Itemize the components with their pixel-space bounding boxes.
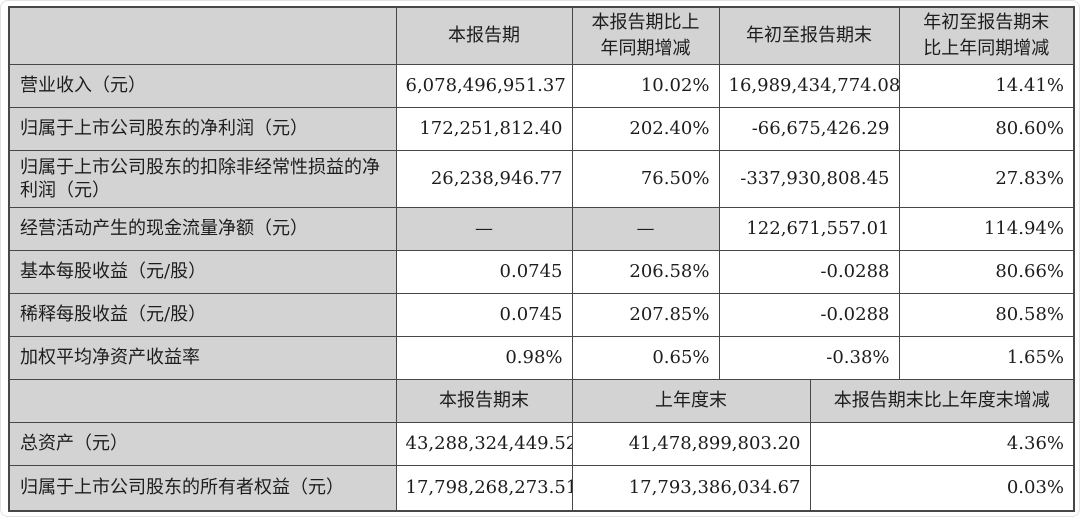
cell-current-period-change: 10.02% [571,64,720,109]
cell-ytd-change: 80.66% [898,250,1075,295]
col-header-current-period: 本报告期 [395,6,573,66]
cell-current-period: 0.98% [395,336,573,381]
table-row-basic-eps: 基本每股收益（元/股） 0.0745 206.58% -0.0288 80.66… [8,250,1075,295]
cell-current-period-change: 76.50% [571,150,720,209]
table-row-revenue: 营业收入（元） 6,078,496,951.37 10.02% 16,989,4… [8,64,1075,109]
cell-prev-year-end: 41,478,899,803.20 [571,422,811,467]
row-label: 归属于上市公司股东的净利润（元） [8,107,397,152]
row-label: 营业收入（元） [8,64,397,109]
table-row-net-profit: 归属于上市公司股东的净利润（元） 172,251,812.40 202.40% … [8,107,1075,152]
financial-summary-table: 本报告期 本报告期比上 年同期增减 年初至报告期末 年初至报告期末 比上年同期增… [8,6,1075,512]
row-label: 加权平均净资产收益率 [8,336,397,381]
dash-cell-current-period: — [395,207,573,252]
table-row-shareholders-equity: 归属于上市公司股东的所有者权益（元） 17,798,268,273.51 17,… [8,465,1075,512]
row-label: 归属于上市公司股东的所有者权益（元） [8,465,397,512]
row-label: 经营活动产生的现金流量净额（元） [8,207,397,252]
cell-current-period-change: 0.65% [571,336,720,381]
cell-current-period-change: 202.40% [571,107,720,152]
table-row-weighted-avg-roe: 加权平均净资产收益率 0.98% 0.65% -0.38% 1.65% [8,336,1075,381]
cell-period-end: 43,288,324,449.52 [395,422,573,467]
table-row-net-profit-excl-nonrecurring: 归属于上市公司股东的扣除非经常性损益的净利润（元） 26,238,946.77 … [8,150,1075,209]
cell-current-period-change: 207.85% [571,293,720,338]
row-label: 总资产（元） [8,422,397,467]
header-row-top: 本报告期 本报告期比上 年同期增减 年初至报告期末 年初至报告期末 比上年同期增… [8,6,1075,66]
dash-cell-current-period-change: — [571,207,720,252]
table-row-operating-cash-flow: 经营活动产生的现金流量净额（元） — — 122,671,557.01 114.… [8,207,1075,252]
cell-current-period: 172,251,812.40 [395,107,573,152]
cell-period-end-change: 4.36% [809,422,1075,467]
cell-ytd: -66,675,426.29 [718,107,900,152]
row-label: 归属于上市公司股东的扣除非经常性损益的净利润（元） [8,150,397,209]
cell-current-period-change: 206.58% [571,250,720,295]
cell-ytd: 122,671,557.01 [718,207,900,252]
table-row-total-assets: 总资产（元） 43,288,324,449.52 41,478,899,803.… [8,422,1075,467]
cell-prev-year-end: 17,793,386,034.67 [571,465,811,512]
header-row-bottom: 本报告期末 上年度末 本报告期末比上年度末增减 [8,379,1075,424]
cell-ytd: -0.0288 [718,250,900,295]
col-header-period-end: 本报告期末 [395,379,573,424]
cell-ytd-change: 114.94% [898,207,1075,252]
cell-ytd-change: 80.58% [898,293,1075,338]
cell-ytd-change: 80.60% [898,107,1075,152]
row-label: 基本每股收益（元/股） [8,250,397,295]
col-header-prev-year-end: 上年度末 [571,379,811,424]
table-row-diluted-eps: 稀释每股收益（元/股） 0.0745 207.85% -0.0288 80.58… [8,293,1075,338]
cell-ytd: 16,989,434,774.08 [718,64,900,109]
col-header-ytd: 年初至报告期末 [718,6,900,66]
corner-cell-top [8,6,397,66]
cell-ytd: -337,930,808.45 [718,150,900,209]
cell-current-period: 6,078,496,951.37 [395,64,573,109]
cell-current-period: 26,238,946.77 [395,150,573,209]
cell-ytd-change: 1.65% [898,336,1075,381]
corner-cell-bottom [8,379,397,424]
col-header-current-period-change: 本报告期比上 年同期增减 [571,6,720,66]
col-header-ytd-change: 年初至报告期末 比上年同期增减 [898,6,1075,66]
cell-ytd: -0.0288 [718,293,900,338]
cell-ytd-change: 27.83% [898,150,1075,209]
cell-period-end-change: 0.03% [809,465,1075,512]
col-header-period-end-change: 本报告期末比上年度末增减 [809,379,1075,424]
row-label: 稀释每股收益（元/股） [8,293,397,338]
cell-current-period: 0.0745 [395,293,573,338]
cell-current-period: 0.0745 [395,250,573,295]
cell-ytd: -0.38% [718,336,900,381]
cell-ytd-change: 14.41% [898,64,1075,109]
cell-period-end: 17,798,268,273.51 [395,465,573,512]
